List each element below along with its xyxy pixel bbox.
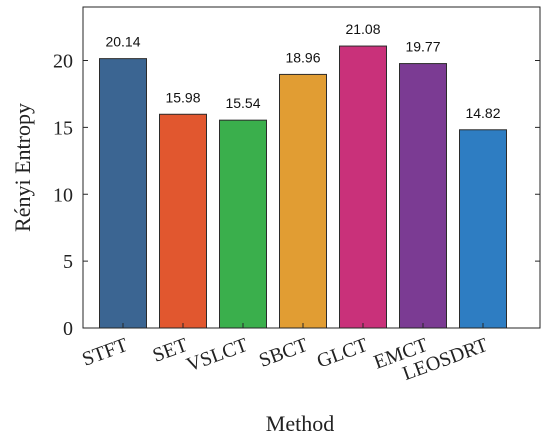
x-axis-title: Method xyxy=(266,411,334,436)
data-label-set: 15.98 xyxy=(165,89,200,105)
y-tick-label: 5 xyxy=(63,251,73,273)
plot-area-frame xyxy=(82,6,541,329)
data-label-vslct: 15.54 xyxy=(225,95,260,111)
bar-sbct xyxy=(279,73,327,329)
bars xyxy=(99,45,507,329)
x-tick-label-set: SET xyxy=(150,334,191,367)
data-label-glct: 21.08 xyxy=(345,21,380,37)
x-tick-label-stft: STFT xyxy=(79,334,130,371)
y-tick-label: 0 xyxy=(63,318,73,340)
data-label-sbct: 18.96 xyxy=(285,49,320,65)
x-tick-label-glct: GLCT xyxy=(314,334,371,373)
bar-stft xyxy=(99,58,147,329)
bar-emct xyxy=(399,63,447,329)
y-tick-label: 10 xyxy=(53,184,73,206)
data-label-stft: 20.14 xyxy=(105,34,140,50)
y-axis-ticks: 0 5 10 15 20 xyxy=(53,51,540,340)
bar-vslct xyxy=(219,119,267,329)
x-tick-label-vslct: VSLCT xyxy=(184,334,251,376)
y-tick-label: 15 xyxy=(53,117,73,139)
y-axis-title: Rényi Entropy xyxy=(10,103,35,232)
data-label-emct: 19.77 xyxy=(405,39,440,55)
data-labels: 20.14 15.98 15.54 18.96 21.08 19.77 14.82 xyxy=(105,21,500,121)
y-tick-label: 20 xyxy=(53,51,73,73)
x-tick-label-sbct: SBCT xyxy=(256,334,311,372)
bar-leosdrt xyxy=(459,129,507,329)
data-label-leosdrt: 14.82 xyxy=(465,105,500,121)
bar-set xyxy=(159,113,207,329)
bar-glct xyxy=(339,45,387,329)
